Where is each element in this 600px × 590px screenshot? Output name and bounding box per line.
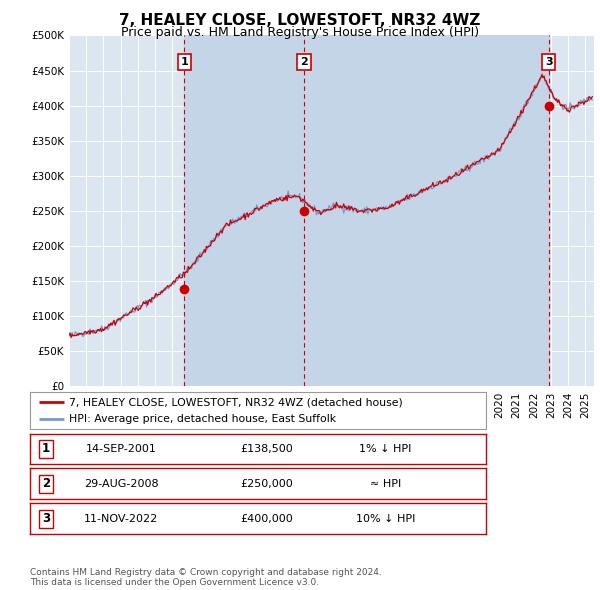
Text: HPI: Average price, detached house, East Suffolk: HPI: Average price, detached house, East… bbox=[69, 414, 336, 424]
Text: 2: 2 bbox=[300, 57, 308, 67]
Text: £138,500: £138,500 bbox=[241, 444, 293, 454]
Text: 3: 3 bbox=[42, 512, 50, 525]
Text: 1: 1 bbox=[181, 57, 188, 67]
Text: 11-NOV-2022: 11-NOV-2022 bbox=[84, 514, 158, 523]
Text: Price paid vs. HM Land Registry's House Price Index (HPI): Price paid vs. HM Land Registry's House … bbox=[121, 26, 479, 39]
Text: 7, HEALEY CLOSE, LOWESTOFT, NR32 4WZ (detached house): 7, HEALEY CLOSE, LOWESTOFT, NR32 4WZ (de… bbox=[69, 397, 403, 407]
Text: 14-SEP-2001: 14-SEP-2001 bbox=[86, 444, 157, 454]
Text: ≈ HPI: ≈ HPI bbox=[370, 479, 401, 489]
Text: 2: 2 bbox=[42, 477, 50, 490]
Text: 7, HEALEY CLOSE, LOWESTOFT, NR32 4WZ: 7, HEALEY CLOSE, LOWESTOFT, NR32 4WZ bbox=[119, 13, 481, 28]
Bar bbox=[184, 35, 548, 386]
Text: £250,000: £250,000 bbox=[241, 479, 293, 489]
Text: 1% ↓ HPI: 1% ↓ HPI bbox=[359, 444, 412, 454]
Text: £400,000: £400,000 bbox=[241, 514, 293, 523]
Text: Contains HM Land Registry data © Crown copyright and database right 2024.
This d: Contains HM Land Registry data © Crown c… bbox=[30, 568, 382, 587]
Text: 29-AUG-2008: 29-AUG-2008 bbox=[84, 479, 158, 489]
Text: 10% ↓ HPI: 10% ↓ HPI bbox=[356, 514, 415, 523]
Text: 3: 3 bbox=[545, 57, 553, 67]
Text: 1: 1 bbox=[42, 442, 50, 455]
